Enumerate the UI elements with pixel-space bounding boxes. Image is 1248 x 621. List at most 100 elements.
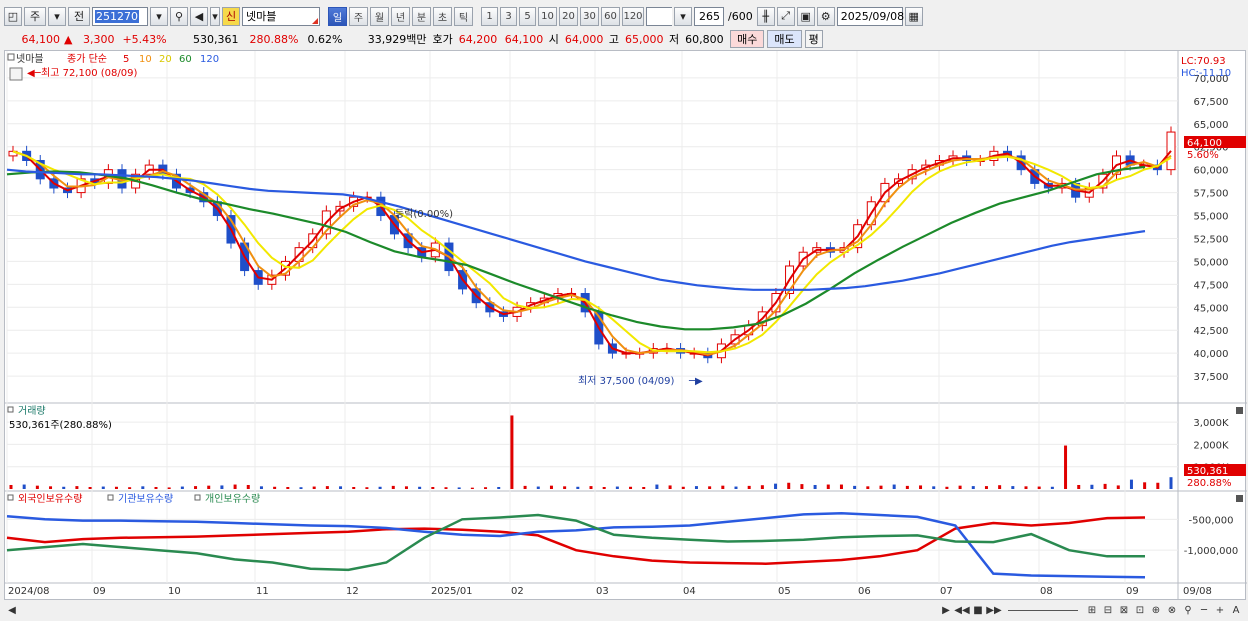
stock-name-field[interactable]: 넷마블 — [242, 6, 320, 26]
speaker-dropdown-icon[interactable]: ▾ — [210, 6, 220, 26]
volume-bar — [378, 486, 382, 489]
volume-tick-label: 3,000K — [1193, 418, 1229, 429]
interval-dropdown-icon[interactable]: ▾ — [674, 6, 692, 26]
volume-bar — [549, 485, 553, 489]
new-badge[interactable]: 신 — [222, 6, 240, 26]
foreign-label: 외국인보유수량 — [18, 493, 82, 505]
calendar-icon[interactable]: ▦ — [904, 6, 923, 26]
period-minute[interactable]: 분 — [412, 6, 431, 26]
interval-120[interactable]: 120 — [622, 6, 644, 26]
sell-button[interactable]: 매도 — [767, 30, 802, 48]
interval-60[interactable]: 60 — [601, 6, 620, 26]
volume-bar — [853, 485, 857, 489]
high-annotation: 최고 72,100 (08/09) — [41, 67, 137, 79]
legend-ma120: 120 — [200, 54, 219, 65]
interval-custom-input[interactable] — [646, 6, 672, 26]
scroll-right-icon[interactable]: ▶ — [942, 605, 950, 616]
interval-30[interactable]: 30 — [580, 6, 599, 26]
tool-c-icon[interactable]: ⊠ — [1119, 605, 1129, 616]
zoom-slider[interactable] — [1008, 610, 1078, 611]
last-pct-label: 5.60% — [1187, 150, 1219, 161]
volume-bar — [642, 486, 646, 489]
volume-bar — [708, 486, 712, 489]
low-label: 저 — [668, 33, 680, 46]
candle-body — [1166, 131, 1176, 171]
volume-bar — [971, 486, 975, 489]
volume-bar — [167, 487, 171, 489]
draw-tool-icon[interactable]: ⤢ — [776, 6, 795, 26]
interval-20[interactable]: 20 — [559, 6, 578, 26]
tool-d-icon[interactable]: ⊡ — [1135, 605, 1145, 616]
legend-ma10: 10 — [139, 54, 152, 65]
chart-menu-icon[interactable]: ◰ — [4, 6, 22, 26]
legend-ma60: 60 — [179, 54, 192, 65]
interval-3[interactable]: 3 — [500, 6, 517, 26]
date-tick-label: 2025/01 — [431, 586, 473, 597]
tool-f-icon[interactable]: ⊗ — [1167, 605, 1177, 616]
chevron-down-icon[interactable]: ▾ — [48, 6, 66, 26]
gear-icon[interactable]: ⚙ — [816, 6, 835, 26]
period-month[interactable]: 월 — [370, 6, 389, 26]
ma120-line — [6, 168, 1146, 291]
volume-bar — [457, 487, 461, 489]
volume-bar — [88, 486, 92, 489]
interval-1[interactable]: 1 — [481, 6, 498, 26]
forward-icon[interactable]: ▶▶ — [986, 605, 1002, 616]
volume-close-icon[interactable] — [1236, 407, 1243, 414]
table-toggle-icon[interactable] — [9, 67, 23, 81]
rewind-icon[interactable]: ◀◀ — [954, 605, 970, 616]
bar-count-input[interactable]: 265 — [694, 6, 724, 26]
interval-10[interactable]: 10 — [538, 6, 557, 26]
zoom-out-icon[interactable]: ─ — [1200, 605, 1208, 616]
up-triangle-icon: ▲ — [64, 32, 73, 46]
volume-bar — [1011, 486, 1015, 489]
date-input[interactable]: 2025/09/08 — [836, 6, 904, 26]
stop-icon[interactable]: ■ — [973, 605, 983, 616]
interval-5[interactable]: 5 — [519, 6, 536, 26]
volume-bar — [945, 486, 949, 489]
code-dropdown-icon[interactable]: ▾ — [150, 6, 168, 26]
holder-close-icon[interactable] — [1236, 495, 1243, 502]
zoom-icon[interactable]: ⚲ — [1184, 605, 1192, 616]
price-axis: 70,000 67,500 65,000 62,500 60,000 57,500 55,0… — [1194, 74, 1229, 383]
eval-button[interactable]: 평 — [804, 30, 823, 48]
volume-bar — [1116, 485, 1120, 489]
tool-a-icon[interactable]: ⊞ — [1087, 605, 1097, 616]
prev-button[interactable]: 전 — [68, 6, 90, 26]
date-tick-label: 03 — [596, 586, 609, 597]
tool-e-icon[interactable]: ⊕ — [1151, 605, 1161, 616]
low-price: 60,800 — [685, 32, 724, 46]
volume-bar — [325, 486, 329, 489]
scroll-track[interactable] — [24, 603, 934, 618]
stock-code-input[interactable]: 251270 — [92, 6, 148, 26]
period-year[interactable]: 년 — [391, 6, 410, 26]
scroll-left-icon[interactable]: ◀ — [8, 605, 16, 616]
volume-bar — [563, 486, 567, 489]
trade-amount: 33,929백만 — [367, 33, 427, 46]
chart-area[interactable]: 70,000 67,500 65,000 62,500 60,000 57,500 55,0… — [4, 50, 1247, 601]
period-tick[interactable]: 틱 — [454, 6, 473, 26]
volume-bar — [1050, 486, 1054, 489]
period-day[interactable]: 일 — [328, 6, 347, 26]
volume-bar — [984, 486, 988, 489]
buy-button[interactable]: 매수 — [730, 30, 765, 48]
volume-bar — [114, 486, 118, 489]
period-second[interactable]: 초 — [433, 6, 452, 26]
volume-bar — [22, 484, 26, 489]
speaker-icon[interactable]: ◀ — [190, 6, 208, 26]
candle-type-icon[interactable]: ╫ — [756, 6, 775, 26]
volume-bar — [180, 486, 184, 489]
bar-count-max: /600 — [728, 9, 753, 23]
volume-bar — [629, 486, 633, 489]
volume-bar — [510, 415, 514, 489]
indiv-label: 개인보유수량 — [205, 493, 260, 505]
tool-b-icon[interactable]: ⊟ — [1103, 605, 1113, 616]
period-week[interactable]: 주 — [349, 6, 368, 26]
font-size-icon[interactable]: A — [1232, 605, 1240, 616]
save-icon[interactable]: ▣ — [796, 6, 815, 26]
search-icon[interactable]: ⚲ — [170, 6, 188, 26]
chart-svg[interactable]: 70,000 67,500 65,000 62,500 60,000 57,500 55,0… — [5, 51, 1247, 601]
zoom-in-icon[interactable]: + — [1215, 605, 1225, 616]
holder-tick-label: -1,000,000 — [1184, 546, 1239, 557]
period-type-select[interactable]: 주 — [24, 6, 46, 26]
